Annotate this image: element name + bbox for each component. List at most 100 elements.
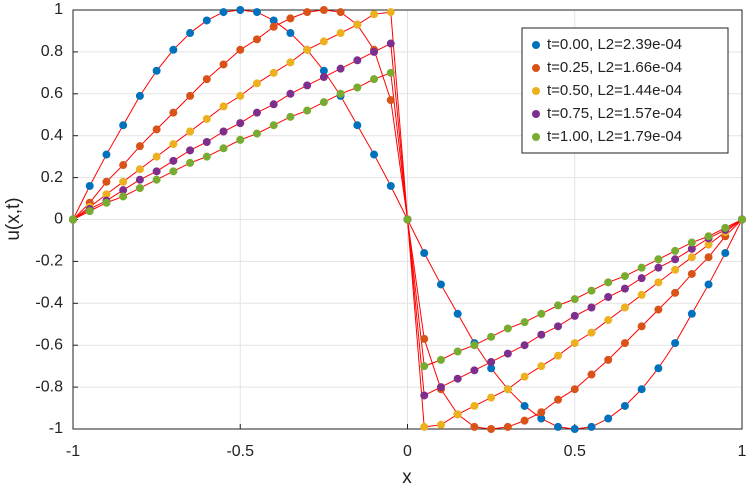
marker xyxy=(353,83,362,92)
marker xyxy=(671,246,680,255)
marker xyxy=(386,96,395,105)
marker xyxy=(336,64,345,73)
legend-label: t=1.00, L2=1.79e-04 xyxy=(547,128,682,145)
marker xyxy=(520,401,529,410)
marker xyxy=(520,372,529,381)
marker xyxy=(370,10,379,19)
marker xyxy=(587,286,596,295)
legend-marker xyxy=(532,41,540,49)
marker xyxy=(353,56,362,65)
marker xyxy=(620,272,629,281)
legend-marker xyxy=(532,64,540,72)
y-tick-label: 0.8 xyxy=(41,43,63,60)
marker xyxy=(252,129,261,138)
marker xyxy=(654,364,663,373)
marker xyxy=(520,416,529,425)
marker xyxy=(420,422,429,431)
marker xyxy=(202,75,211,84)
marker xyxy=(487,364,496,373)
marker xyxy=(236,45,245,54)
marker xyxy=(169,108,178,117)
marker xyxy=(202,152,211,161)
x-tick-label: -0.5 xyxy=(226,443,254,460)
marker xyxy=(620,401,629,410)
marker xyxy=(503,324,512,333)
y-tick-label: 0 xyxy=(54,211,63,228)
marker xyxy=(487,357,496,366)
marker xyxy=(420,249,429,258)
marker xyxy=(69,215,77,224)
marker xyxy=(620,303,629,312)
legend-marker xyxy=(532,110,540,118)
marker xyxy=(537,408,546,417)
marker xyxy=(286,14,295,23)
marker xyxy=(252,35,261,44)
marker xyxy=(102,190,111,199)
marker xyxy=(319,98,328,107)
marker xyxy=(102,177,111,186)
y-tick-label: -1 xyxy=(49,420,63,437)
marker xyxy=(637,263,646,272)
marker xyxy=(286,29,295,38)
marker xyxy=(604,293,613,302)
legend-box xyxy=(521,27,729,154)
marker xyxy=(637,290,646,299)
marker xyxy=(303,81,312,90)
marker xyxy=(252,108,261,117)
marker xyxy=(135,165,144,174)
x-tick-label: -1 xyxy=(66,443,80,460)
marker xyxy=(202,16,211,25)
marker xyxy=(671,255,680,264)
marker xyxy=(554,422,563,431)
marker xyxy=(687,309,696,318)
marker xyxy=(319,6,328,14)
marker xyxy=(186,158,195,167)
marker xyxy=(319,73,328,82)
marker xyxy=(303,8,312,17)
marker xyxy=(269,68,278,77)
marker xyxy=(353,121,362,130)
legend-label: t=0.50, L2=1.44e-04 xyxy=(547,82,682,99)
marker xyxy=(487,332,496,341)
marker xyxy=(403,215,412,224)
y-tick-label: -0.4 xyxy=(35,295,63,312)
marker xyxy=(420,334,429,343)
marker xyxy=(487,425,496,433)
marker xyxy=(269,100,278,109)
marker xyxy=(420,391,429,400)
marker xyxy=(119,177,128,186)
marker xyxy=(303,106,312,115)
marker xyxy=(554,301,563,310)
marker xyxy=(219,144,228,153)
marker xyxy=(704,240,713,249)
marker xyxy=(503,349,512,358)
marker xyxy=(319,37,328,46)
marker xyxy=(587,328,596,337)
marker xyxy=(353,20,362,29)
marker xyxy=(370,75,379,84)
marker xyxy=(537,330,546,339)
legend-label: t=0.00, L2=2.39e-04 xyxy=(547,36,682,53)
marker xyxy=(236,6,245,14)
marker xyxy=(470,401,479,410)
legend-marker xyxy=(532,133,540,141)
marker xyxy=(721,223,730,232)
marker xyxy=(436,280,445,289)
marker xyxy=(303,45,312,54)
marker xyxy=(453,347,462,356)
marker xyxy=(671,339,680,348)
marker xyxy=(186,146,195,155)
marker xyxy=(236,91,245,100)
marker xyxy=(135,175,144,184)
marker xyxy=(470,422,479,431)
y-tick-label: 0.2 xyxy=(41,169,63,186)
marker xyxy=(671,288,680,297)
marker xyxy=(85,207,94,216)
marker xyxy=(487,393,496,402)
marker xyxy=(219,127,228,136)
marker xyxy=(135,184,144,193)
marker xyxy=(520,318,529,327)
marker xyxy=(503,385,512,394)
